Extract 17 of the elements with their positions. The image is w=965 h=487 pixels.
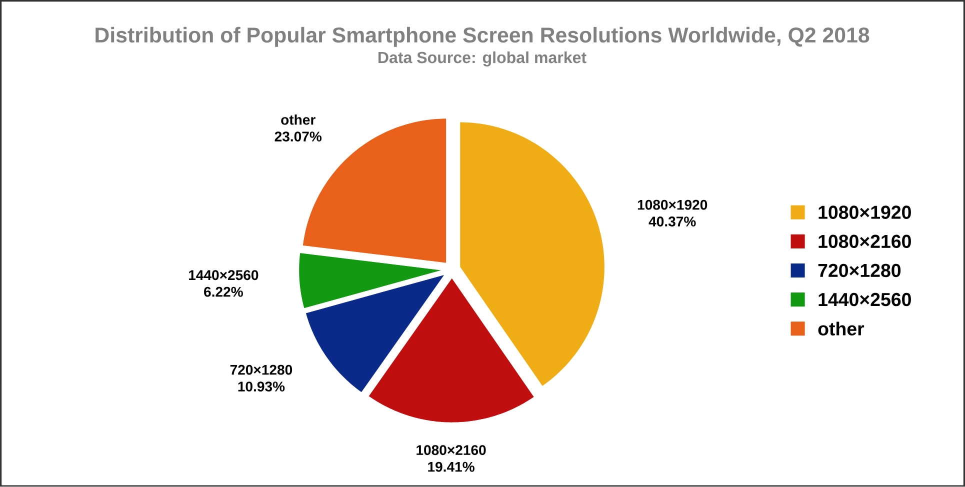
legend-label: 720×1280 [818, 264, 901, 278]
legend-label: other [818, 322, 864, 336]
category-label: 1440×2560 [188, 270, 258, 280]
data-label: 23.07% [274, 132, 322, 142]
slice-label: 720×1280 [230, 364, 292, 375]
chart-title: Distribution of Popular Smartphone Screen Resolutions Worldwide, Q2 2018 [96, 27, 870, 47]
data-label: 10.93% [238, 382, 285, 392]
slice-label: other [281, 114, 316, 125]
data-label: 40.37% [648, 216, 696, 227]
data-label: 19.41% [428, 462, 474, 472]
data-label: 6.22% [204, 286, 243, 297]
legend-label: 1080×2160 [818, 234, 911, 248]
chart-subtitle: Data Source: global market [378, 52, 586, 67]
legend-label: 1440×2560 [818, 293, 911, 306]
slice-label: 1080×2160 [416, 445, 486, 456]
slice-label: 1080×1920 [638, 200, 708, 210]
legend-label: 1080×1920 [818, 206, 911, 220]
